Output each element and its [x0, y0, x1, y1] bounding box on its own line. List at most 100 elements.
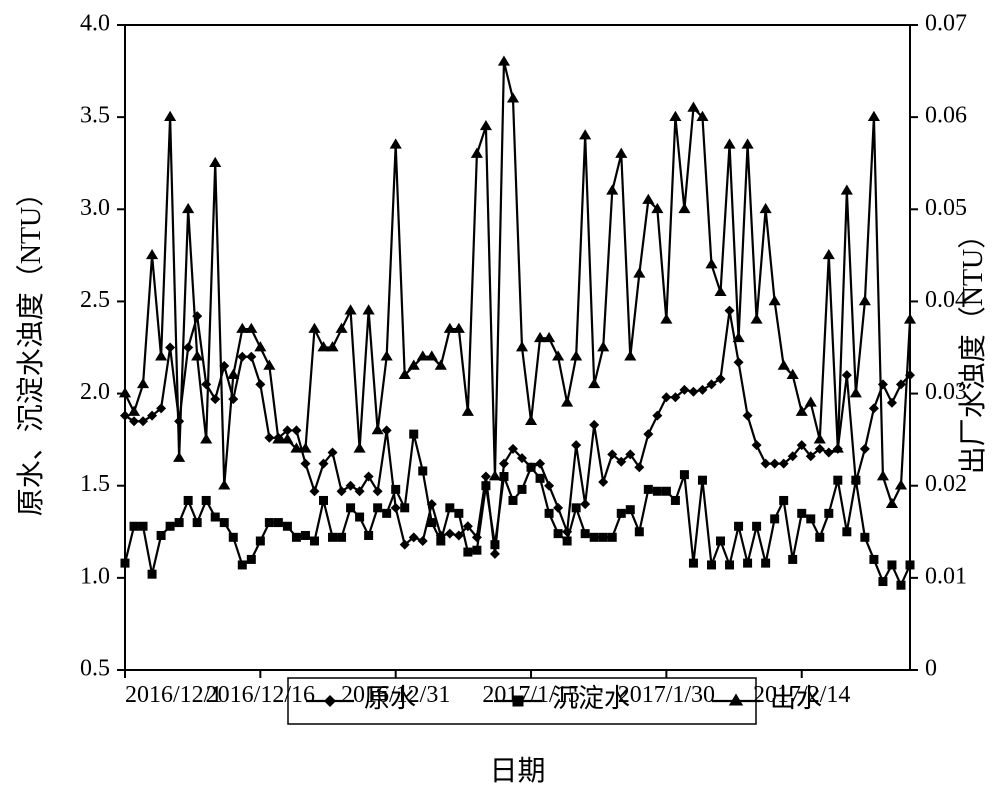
- y-right-tick-label: 0.07: [925, 11, 967, 37]
- series-marker: [319, 496, 328, 505]
- series-marker: [842, 527, 851, 536]
- series-marker: [644, 485, 653, 494]
- series-marker: [481, 481, 490, 490]
- series-marker: [824, 509, 833, 518]
- series-marker: [139, 522, 148, 531]
- y-left-axis-label: 原水、沉淀水浊度（NTU）: [15, 179, 47, 517]
- series-marker: [617, 509, 626, 518]
- series-marker: [310, 537, 319, 546]
- series-marker: [563, 537, 572, 546]
- legend-label: 出水: [770, 684, 822, 713]
- series-marker: [906, 560, 915, 569]
- series-marker: [581, 529, 590, 538]
- series-marker: [256, 537, 265, 546]
- series-marker: [671, 496, 680, 505]
- x-tick-label: 2017/1/30: [618, 682, 715, 708]
- series-marker: [364, 531, 373, 540]
- series-marker: [779, 496, 788, 505]
- series-marker: [689, 559, 698, 568]
- series-marker: [346, 503, 355, 512]
- series-marker: [770, 514, 779, 523]
- series-marker: [716, 537, 725, 546]
- series-marker: [527, 463, 536, 472]
- series-marker: [400, 503, 409, 512]
- series-marker: [680, 470, 689, 479]
- series-marker: [130, 522, 139, 531]
- series-marker: [572, 503, 581, 512]
- y-left-tick-label: 1.5: [80, 471, 110, 497]
- series-marker: [238, 560, 247, 569]
- series-marker: [148, 570, 157, 579]
- series-marker: [860, 533, 869, 542]
- series-marker: [508, 496, 517, 505]
- series-marker: [418, 466, 427, 475]
- series-marker: [337, 533, 346, 542]
- series-marker: [788, 555, 797, 564]
- series-marker: [599, 533, 608, 542]
- series-marker: [518, 485, 527, 494]
- series-marker: [626, 505, 635, 514]
- x-tick-label: 2016/12/16: [206, 682, 315, 708]
- series-marker: [608, 533, 617, 542]
- series-marker: [463, 548, 472, 557]
- series-marker: [454, 509, 463, 518]
- series-marker: [445, 503, 454, 512]
- series-marker: [761, 559, 770, 568]
- y-right-tick-label: 0.01: [925, 563, 967, 589]
- y-left-tick-label: 3.0: [80, 195, 110, 221]
- series-marker: [265, 518, 274, 527]
- series-marker: [851, 476, 860, 485]
- series-marker: [391, 485, 400, 494]
- series-marker: [554, 529, 563, 538]
- series-marker: [193, 518, 202, 527]
- series-marker: [220, 518, 229, 527]
- series-marker: [166, 522, 175, 531]
- series-marker: [896, 581, 905, 590]
- chart-svg: 0.51.01.52.02.53.03.54.000.010.020.030.0…: [0, 0, 1000, 798]
- series-marker: [427, 518, 436, 527]
- y-left-tick-label: 2.0: [80, 379, 110, 405]
- series-marker: [662, 487, 671, 496]
- y-left-tick-label: 3.5: [80, 103, 110, 129]
- series-marker: [878, 577, 887, 586]
- x-axis-label: 日期: [489, 756, 545, 787]
- series-marker: [545, 509, 554, 518]
- series-marker: [869, 555, 878, 564]
- series-marker: [490, 540, 499, 549]
- y-left-tick-label: 4.0: [80, 11, 110, 37]
- series-marker: [725, 560, 734, 569]
- series-marker: [887, 560, 896, 569]
- series-marker: [373, 503, 382, 512]
- y-right-tick-label: 0.06: [925, 103, 967, 129]
- turbidity-chart: 0.51.01.52.02.53.03.54.000.010.020.030.0…: [0, 0, 1000, 798]
- y-left-tick-label: 0.5: [80, 656, 110, 682]
- series-marker: [797, 509, 806, 518]
- series-marker: [157, 531, 166, 540]
- series-marker: [635, 527, 644, 536]
- series-marker: [274, 518, 283, 527]
- series-marker: [382, 509, 391, 518]
- series-marker: [707, 560, 716, 569]
- series-marker: [698, 476, 707, 485]
- series-marker: [743, 559, 752, 568]
- series-marker: [499, 472, 508, 481]
- series-marker: [292, 533, 301, 542]
- series-marker: [211, 513, 220, 522]
- series-marker: [752, 522, 761, 531]
- y-right-axis-label: 出厂水浊度（NTU）: [957, 221, 989, 475]
- series-marker: [833, 476, 842, 485]
- series-marker: [328, 533, 337, 542]
- series-marker: [175, 518, 184, 527]
- series-marker: [590, 533, 599, 542]
- series-marker: [806, 514, 815, 523]
- series-marker: [283, 522, 292, 531]
- series-marker: [355, 513, 364, 522]
- series-marker: [229, 533, 238, 542]
- series-marker: [121, 559, 130, 568]
- series-marker: [436, 537, 445, 546]
- series-marker: [536, 474, 545, 483]
- series-marker: [734, 522, 743, 531]
- series-marker: [815, 533, 824, 542]
- y-right-tick-label: 0: [925, 656, 937, 682]
- series-marker: [247, 555, 256, 564]
